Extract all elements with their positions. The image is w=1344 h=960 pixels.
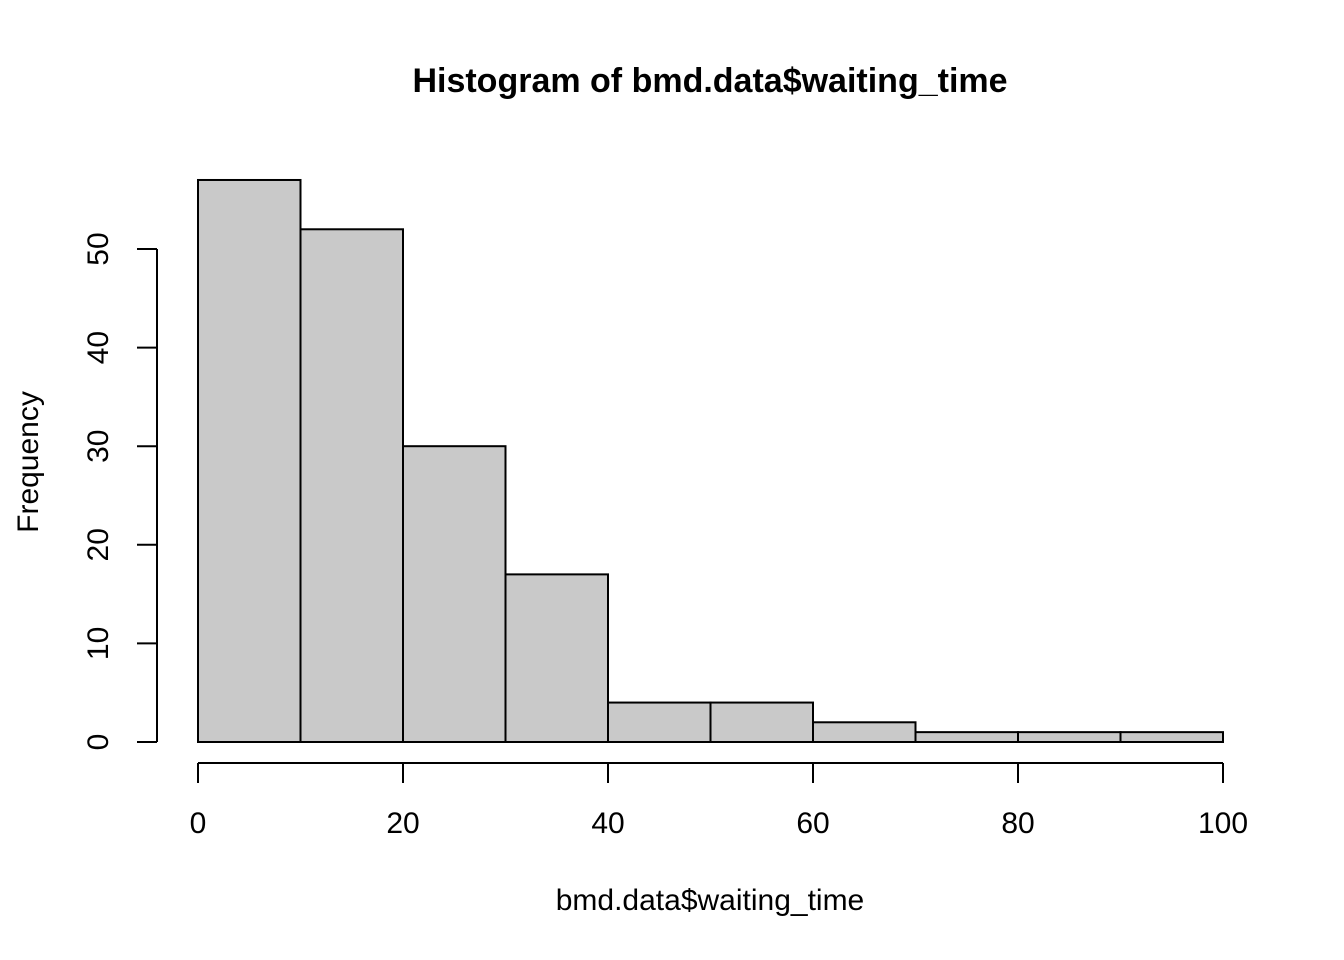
histogram-bar-10-20 xyxy=(299,228,404,743)
x-axis: 0 20 40 60 80 100 xyxy=(190,762,1248,840)
histogram-bars-group xyxy=(197,178,1224,744)
histogram-bar-40-50 xyxy=(607,701,712,743)
y-tick-label-50: 50 xyxy=(82,232,115,265)
x-tick-label-60: 60 xyxy=(796,807,829,840)
histogram-bar-70-80 xyxy=(914,731,1019,744)
histogram-bar-0-10 xyxy=(197,178,302,744)
x-tick-label-100: 100 xyxy=(1198,807,1248,840)
histogram-bar-50-60 xyxy=(709,701,814,743)
y-axis-label: Frequency xyxy=(12,391,45,533)
histogram-bar-20-30 xyxy=(402,445,507,743)
y-tick-label-10: 10 xyxy=(82,627,115,660)
y-tick-label-40: 40 xyxy=(82,331,115,364)
histogram-bar-80-90 xyxy=(1017,731,1122,744)
histogram-bar-60-70 xyxy=(812,721,917,744)
histogram-bar-90-100 xyxy=(1119,731,1224,744)
y-tick-label-20: 20 xyxy=(82,528,115,561)
x-tick-label-80: 80 xyxy=(1001,807,1034,840)
x-tick-label-0: 0 xyxy=(190,807,207,840)
x-tick-label-20: 20 xyxy=(386,807,419,840)
y-tick-label-30: 30 xyxy=(82,430,115,463)
x-tick-label-40: 40 xyxy=(591,807,624,840)
x-axis-label: bmd.data$waiting_time xyxy=(556,884,865,917)
histogram-bar-30-40 xyxy=(504,573,609,743)
y-tick-label-0: 0 xyxy=(82,734,115,751)
chart-title: Histogram of bmd.data$waiting_time xyxy=(412,62,1007,100)
y-axis: 0 10 20 30 40 50 xyxy=(82,232,158,751)
